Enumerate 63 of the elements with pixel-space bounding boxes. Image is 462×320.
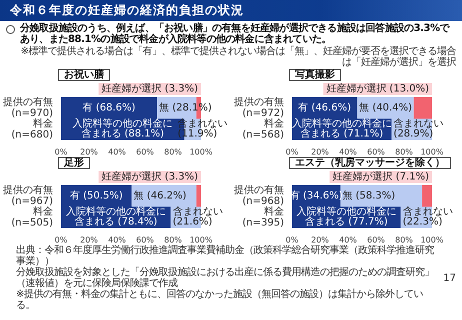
text: 17 — [443, 272, 456, 284]
data-label: 入院料等の他の料金に含まれる (88.1%) — [72, 118, 173, 140]
data-label: 有 (46.6%) — [298, 101, 352, 114]
x-tick-label: 80% — [395, 148, 414, 156]
data-label: 入院料等の他の料金に含まれる (77.7%) — [296, 206, 396, 228]
x-tick-label: 20% — [311, 148, 330, 156]
data-label: 無 (58.3%) — [342, 189, 396, 202]
x-tick-label: 100% — [420, 148, 444, 156]
x-tick-label: 80% — [164, 236, 182, 244]
x-tick-label: 40% — [339, 236, 358, 244]
y-tick-label: 提供の有無 (n=967) — [3, 184, 54, 207]
data-label: 有 (68.6%) — [82, 101, 136, 114]
bar — [196, 185, 201, 207]
chart-title: エステ（乳房マッサージを除く） — [295, 156, 445, 168]
x-tick-label: 60% — [367, 236, 386, 244]
bar — [414, 97, 432, 119]
y-tick-label: 料金 (n=505) — [11, 205, 54, 228]
x-tick-label: 40% — [108, 148, 126, 156]
x-tick-label: 20% — [80, 236, 98, 244]
data-label: 入院料等の他の料金に含まれる (78.4%) — [66, 206, 166, 228]
text: 分娩取扱施設のうち、例えば、「お祝い膳」の有無を妊産婦が選択できる施設は回答施設の3.3%であり、また88.1%の施設で料金が入院料等の他の料金に含まれていた。 — [20, 23, 451, 45]
data-label: 入院料等の他の料金に含まれる (71.1%) — [292, 118, 392, 140]
x-tick-label: 60% — [136, 236, 154, 244]
x-tick-label: 80% — [395, 236, 414, 244]
x-tick-label: 0% — [54, 236, 68, 244]
x-tick-label: 100% — [190, 148, 213, 156]
data-label: 妊産婦が選択 (7.1%) — [332, 170, 430, 182]
y-tick-label: 提供の有無 (n=972) — [234, 96, 284, 119]
x-tick-label: 0% — [286, 148, 299, 156]
text: 分娩取扱施設を対象とした「分娩取扱施設における出産に係る費用構造の把握のための調査研究」（速報値）を元に保険局保険課で作成 — [16, 267, 435, 289]
data-label: 妊産婦が選択 (3.3%) — [102, 170, 198, 182]
text: ※標準で提供される場合は「有」、標準で提供されない場合は「無」、妊産婦が要否を選択できる場合は「妊産婦が選択」を選択 — [20, 46, 456, 68]
y-tick-label: 料金 (n=680) — [11, 117, 54, 140]
chart-title: 写真撮影 — [295, 68, 335, 80]
data-label: 有 (50.5%) — [70, 189, 123, 202]
data-label: 妊産婦が選択 (13.0%) — [326, 82, 430, 94]
bar — [422, 185, 432, 207]
data-label: 無 (40.4%) — [359, 101, 412, 114]
x-tick-label: 40% — [108, 236, 126, 244]
y-tick-label: 提供の有無 (n=968) — [234, 184, 284, 207]
data-label: 含まれない (22.3%) — [402, 206, 456, 228]
y-tick-label: 料金 (n=395) — [242, 205, 284, 228]
chart-title: 足形 — [63, 156, 84, 168]
source-note: 出典：令和６年度厚生労働行政推進調査事業費補助金（政策科学総合研究事業（政策科学推進研究事業）） — [16, 245, 435, 267]
x-tick-label: 0% — [54, 148, 68, 156]
x-tick-label: 0% — [286, 236, 299, 244]
data-label: 含まれない (28.9%) — [394, 118, 447, 140]
data-label: 妊産婦が選択 (3.3%) — [102, 82, 198, 94]
x-tick-label: 60% — [136, 148, 154, 156]
x-tick-label: 100% — [190, 236, 213, 244]
x-tick-label: 60% — [367, 148, 386, 156]
y-tick-label: 提供の有無 (n=970) — [3, 96, 54, 119]
x-tick-label: 80% — [164, 148, 182, 156]
x-tick-label: 100% — [420, 236, 444, 244]
y-tick-label: 料金 (n=568) — [242, 117, 284, 140]
x-tick-label: 20% — [80, 148, 98, 156]
chart-title: お祝い膳 — [64, 68, 104, 80]
data-label: 無 (46.2%) — [134, 189, 187, 202]
x-tick-label: 20% — [311, 236, 330, 244]
x-tick-label: 40% — [339, 148, 358, 156]
data-label: 含まれない (21.6%) — [172, 206, 226, 228]
text: ※提供の有無・料金の集計ともに、回答のなかった施設（無回答の施設）は集計から除外している。 — [16, 289, 424, 311]
text: 令和６年度の妊産婦の経済的負担の状況 — [0, 0, 462, 21]
